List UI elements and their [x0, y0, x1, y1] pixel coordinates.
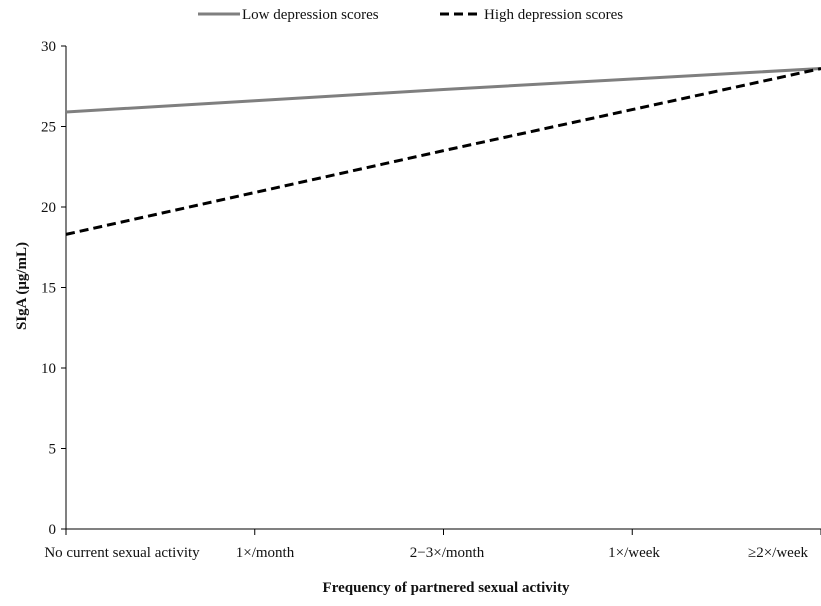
x-tick-label: 2−3×/month: [410, 545, 485, 561]
series-line-low-depression: [65, 67, 821, 114]
x-tick-label: 1×/month: [236, 545, 295, 561]
y-tick-label: 15: [41, 281, 56, 297]
y-tick-label: 5: [49, 442, 57, 458]
y-tick-label: 20: [41, 200, 56, 216]
legend-label: Low depression scores: [242, 7, 379, 23]
series-layer: [65, 67, 821, 236]
y-axis-title: SIgA (μg/mL): [14, 242, 30, 330]
legend-label: High depression scores: [484, 7, 623, 23]
legend: Low depression scores High depression sco…: [198, 7, 623, 23]
x-tick-label: No current sexual activity: [44, 545, 200, 561]
x-axis-title: Frequency of partnered sexual activity: [323, 580, 570, 596]
axes: 0 5 10 15 20 25 30 No current sexual activity 1×…: [41, 39, 821, 561]
series-line-high-depression: [65, 67, 821, 236]
x-tick-label: ≥2×/week: [748, 545, 809, 561]
y-tick-label: 25: [41, 120, 56, 136]
x-tick-label: 1×/week: [608, 545, 660, 561]
y-tick-label: 10: [41, 361, 56, 377]
y-tick-label: 30: [41, 39, 56, 55]
y-tick-label: 0: [49, 522, 57, 538]
